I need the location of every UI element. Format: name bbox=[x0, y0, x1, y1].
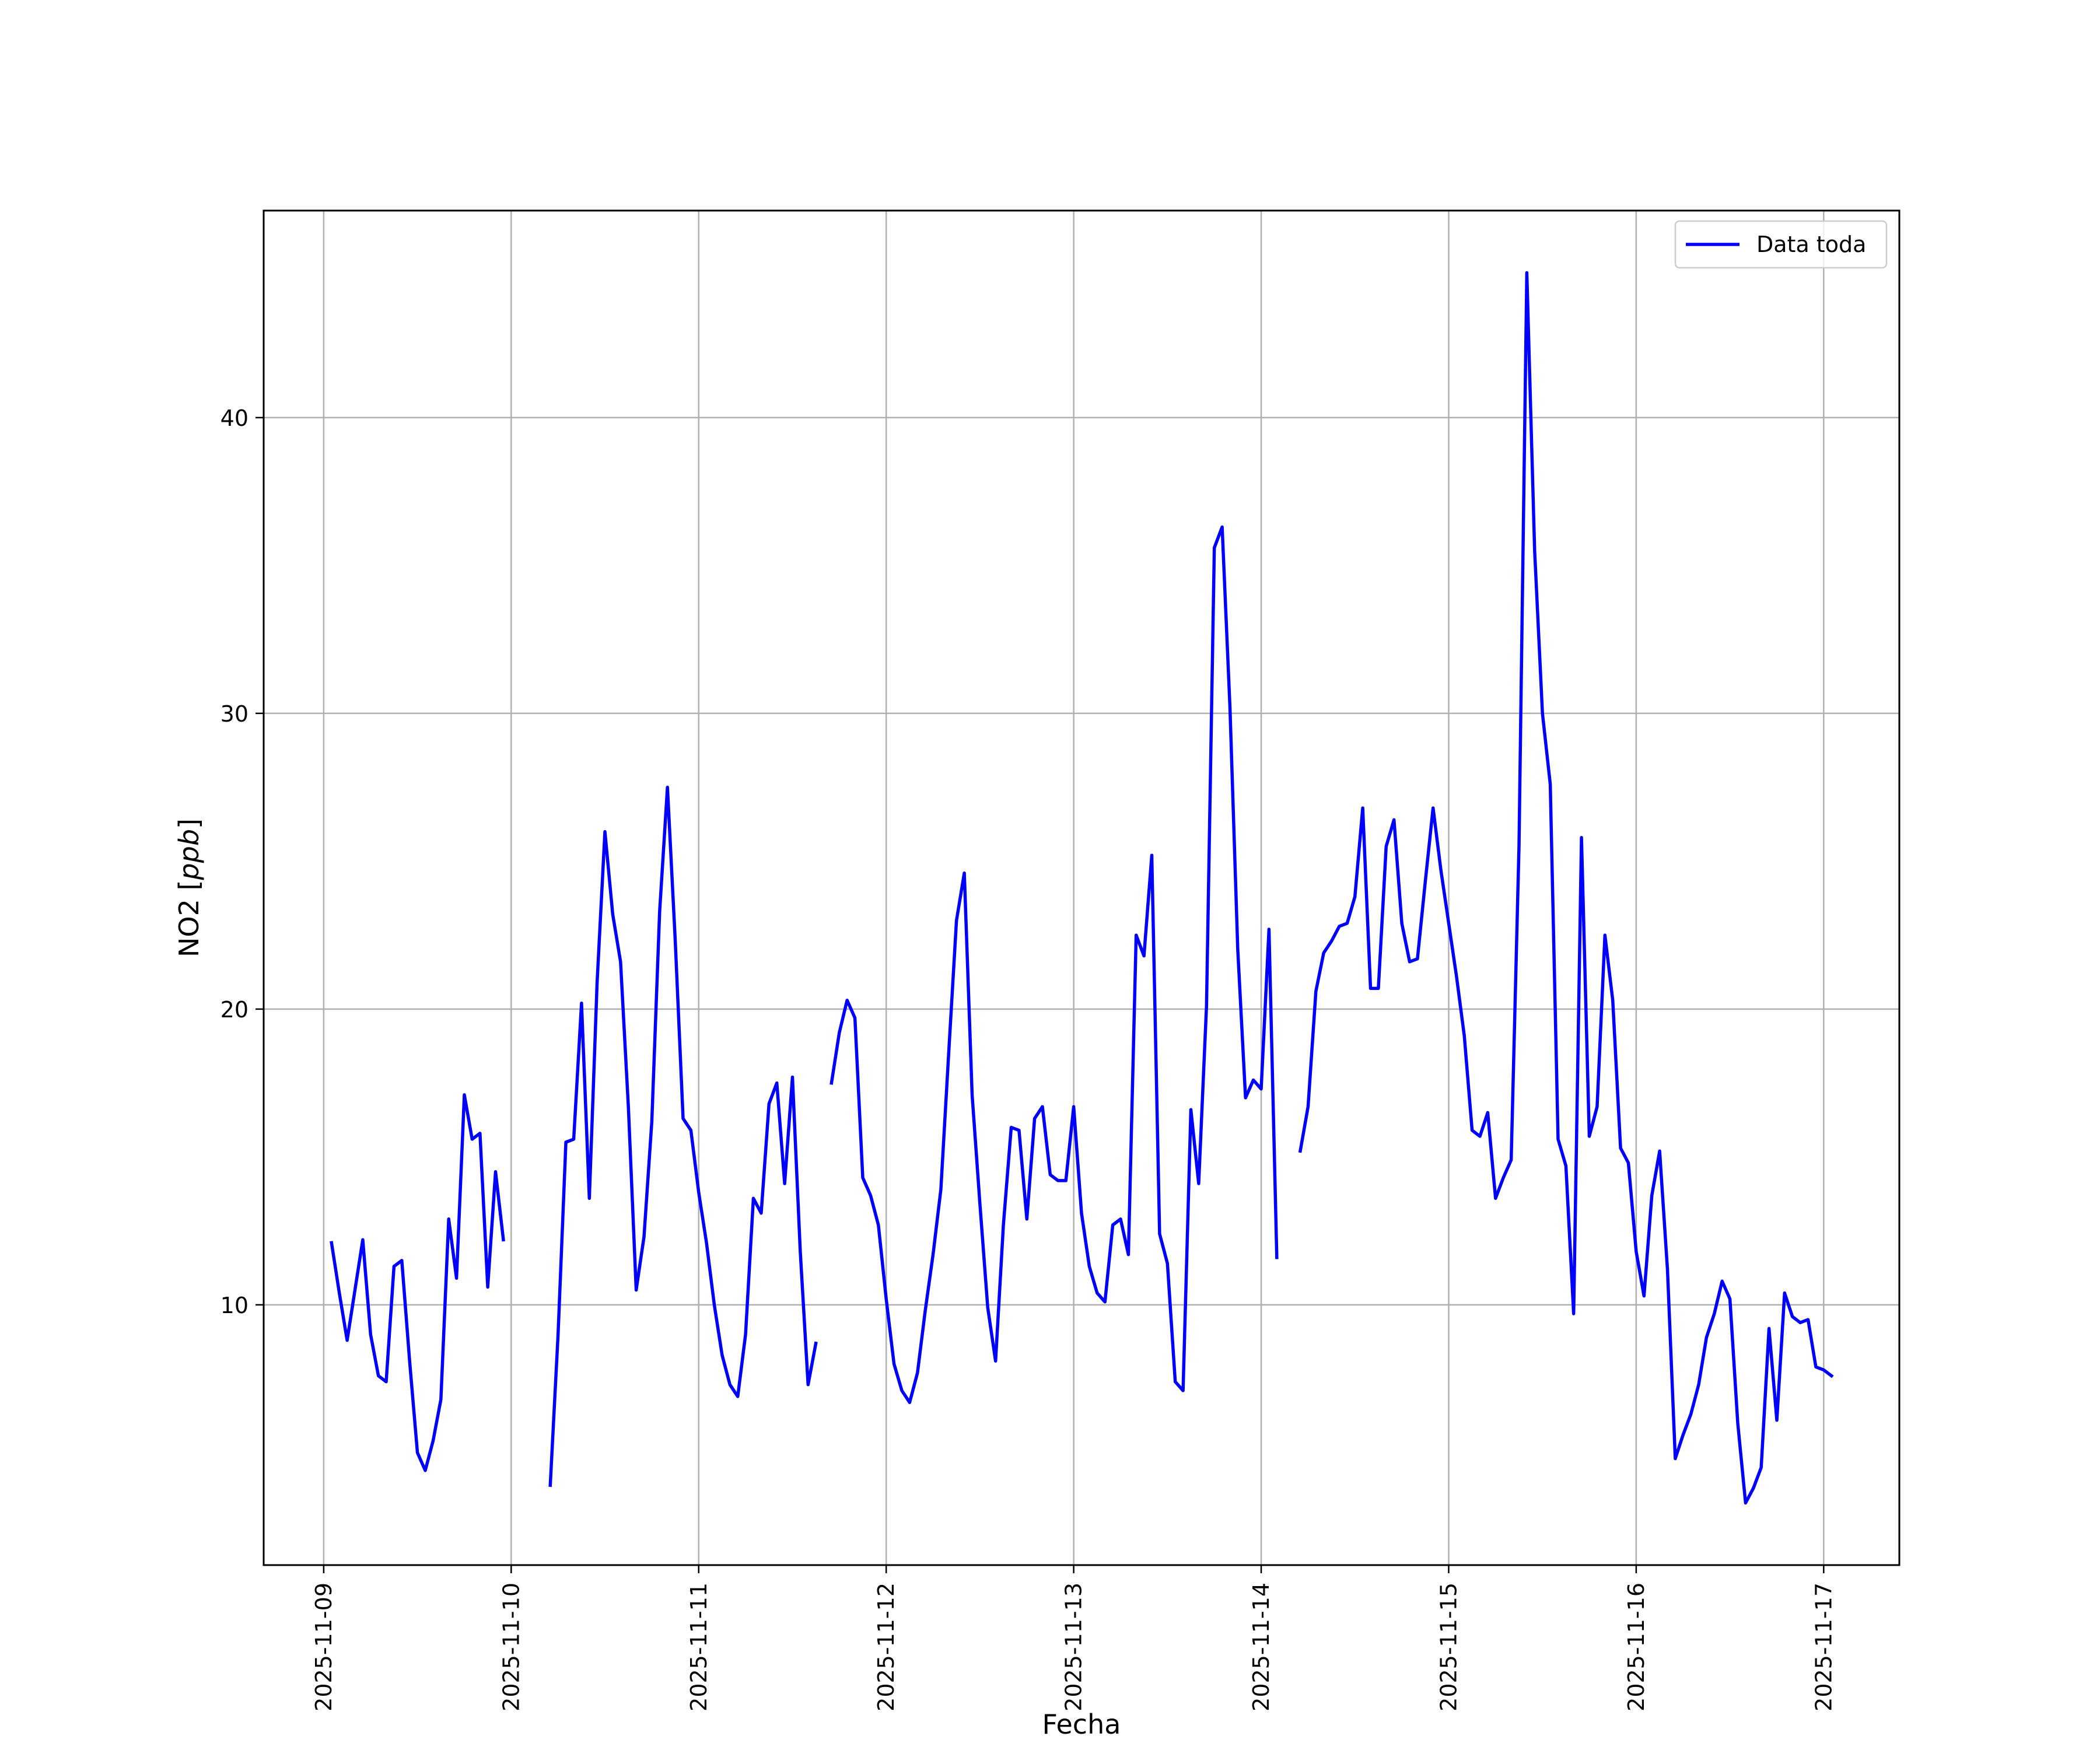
y-axis-title-close: ] bbox=[173, 818, 205, 829]
y-tick-label: 20 bbox=[220, 997, 249, 1023]
grid bbox=[264, 211, 1899, 1565]
y-axis-title: NO2 [ppb] bbox=[173, 818, 205, 957]
y-axis-ticks: 10 20 30 40 bbox=[220, 405, 264, 1318]
series-line-data-toda bbox=[548, 785, 818, 1487]
y-tick-label: 10 bbox=[220, 1293, 249, 1318]
series-line-data-toda bbox=[830, 525, 1279, 1404]
legend-label-data-toda: Data toda bbox=[1756, 232, 1866, 257]
legend: Data toda bbox=[1674, 220, 1888, 269]
x-tick-label: 2025-11-14 bbox=[1248, 1583, 1274, 1712]
x-tick-label: 2025-11-13 bbox=[1061, 1583, 1087, 1712]
y-axis-title-main: NO2 [ bbox=[173, 880, 205, 957]
series-line-data-toda bbox=[1298, 271, 1834, 1505]
y-tick-label: 30 bbox=[220, 701, 249, 727]
x-tick-label: 2025-11-17 bbox=[1811, 1583, 1836, 1712]
x-axis-ticks: 2025-11-09 2025-11-10 2025-11-11 2025-11-12… bbox=[311, 1565, 1836, 1712]
x-tick-label: 2025-11-10 bbox=[498, 1583, 524, 1712]
x-tick-label: 2025-11-09 bbox=[311, 1583, 337, 1712]
series-line-data-toda bbox=[330, 1093, 505, 1472]
y-axis-title-unit: ppb bbox=[173, 829, 205, 881]
y-tick-label: 40 bbox=[220, 405, 249, 431]
series-lines bbox=[330, 271, 1834, 1505]
x-tick-label: 2025-11-15 bbox=[1436, 1583, 1461, 1712]
x-tick-label: 2025-11-12 bbox=[873, 1583, 899, 1712]
x-tick-label: 2025-11-11 bbox=[686, 1583, 712, 1712]
x-axis-title: Fecha bbox=[1042, 1709, 1121, 1740]
plot-frame bbox=[262, 209, 1901, 1566]
x-tick-label: 2025-11-16 bbox=[1623, 1583, 1649, 1712]
legend-box bbox=[1674, 220, 1888, 269]
